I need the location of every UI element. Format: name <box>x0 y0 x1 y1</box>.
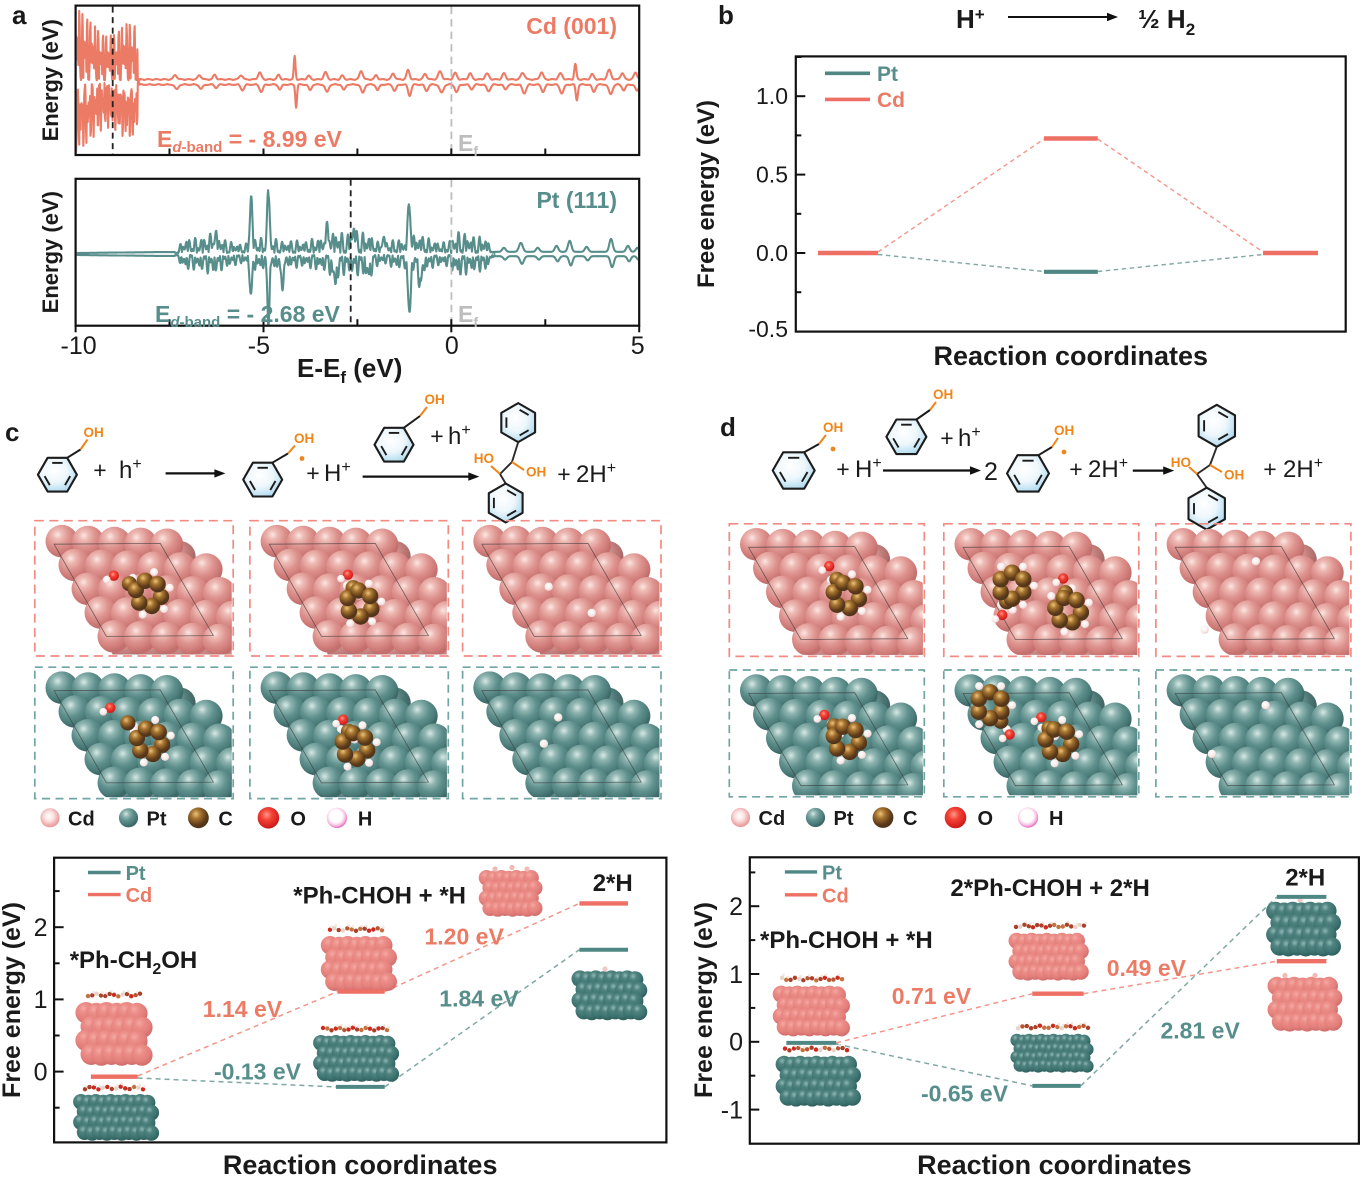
svg-text:OH: OH <box>933 387 953 402</box>
svg-text:0.49 eV: 0.49 eV <box>1107 955 1187 981</box>
svg-text:H+: H+ <box>956 4 985 34</box>
svg-text:H: H <box>358 808 372 830</box>
svg-text:b: b <box>718 0 734 30</box>
svg-text:2H+: 2H+ <box>1283 455 1323 483</box>
svg-text:h+: h+ <box>119 456 142 484</box>
svg-text:Pt (111): Pt (111) <box>536 187 617 213</box>
svg-text:*Ph-CHOH + *H: *Ph-CHOH + *H <box>760 927 933 954</box>
svg-text:Ed-band = - 2.68 eV: Ed-band = - 2.68 eV <box>155 301 341 331</box>
svg-text:H: H <box>1049 808 1063 830</box>
svg-text:Ef: Ef <box>458 301 478 330</box>
svg-text:1: 1 <box>34 986 48 1014</box>
svg-text:Ed-band = - 8.99 eV: Ed-band = - 8.99 eV <box>157 126 343 156</box>
svg-text:OH: OH <box>1224 468 1244 483</box>
svg-text:Cd (001): Cd (001) <box>526 13 617 39</box>
svg-text:1.14 eV: 1.14 eV <box>203 996 283 1022</box>
svg-text:2H+: 2H+ <box>576 460 616 488</box>
svg-text:OH: OH <box>526 465 546 480</box>
svg-text:2: 2 <box>34 914 48 942</box>
svg-text:H+: H+ <box>324 459 351 487</box>
svg-text:E-Ef (eV): E-Ef (eV) <box>297 353 402 387</box>
svg-text:Pt: Pt <box>822 862 842 884</box>
svg-text:+: + <box>430 423 443 449</box>
svg-text:Free energy (eV): Free energy (eV) <box>690 902 718 1098</box>
svg-text:2H+: 2H+ <box>1088 455 1128 483</box>
svg-text:0.5: 0.5 <box>756 161 788 187</box>
svg-text:Energy (eV): Energy (eV) <box>38 191 63 313</box>
svg-text:H+: H+ <box>855 455 882 483</box>
svg-text:-1: -1 <box>721 1096 743 1124</box>
svg-text:Free energy (eV): Free energy (eV) <box>0 902 26 1098</box>
svg-text:Reaction coordinates: Reaction coordinates <box>934 341 1209 371</box>
svg-text:1.0: 1.0 <box>756 83 788 109</box>
svg-text:-5: -5 <box>248 332 270 360</box>
svg-text:1.20 eV: 1.20 eV <box>425 923 505 949</box>
svg-text:Ef: Ef <box>458 130 478 159</box>
svg-text:0: 0 <box>34 1058 48 1086</box>
svg-text:Reaction coordinates: Reaction coordinates <box>917 1150 1192 1179</box>
svg-text:c: c <box>5 417 19 447</box>
svg-text:½ H2: ½ H2 <box>1138 4 1195 39</box>
svg-text:0: 0 <box>445 332 459 360</box>
svg-text:Free energy (eV): Free energy (eV) <box>693 100 720 288</box>
svg-text:-0.65 eV: -0.65 eV <box>921 1081 1009 1107</box>
svg-text:2: 2 <box>984 458 998 486</box>
svg-text:0.0: 0.0 <box>756 240 788 266</box>
svg-text:HO: HO <box>474 451 494 466</box>
svg-text:Pt: Pt <box>877 63 898 86</box>
svg-text:Pt: Pt <box>147 808 167 830</box>
svg-text:a: a <box>12 0 27 30</box>
svg-text:O: O <box>290 808 306 830</box>
svg-text:2: 2 <box>729 893 743 921</box>
svg-text:+: + <box>557 461 570 487</box>
svg-text:OH: OH <box>1054 423 1074 438</box>
svg-text:2*H: 2*H <box>1285 865 1325 892</box>
svg-text:OH: OH <box>294 431 314 446</box>
svg-text:Reaction coordinates: Reaction coordinates <box>223 1150 498 1179</box>
svg-text:Pt: Pt <box>126 863 146 885</box>
svg-text:HO: HO <box>1171 455 1191 470</box>
svg-text:5: 5 <box>631 332 645 360</box>
svg-text:C: C <box>218 808 232 830</box>
svg-text:C: C <box>903 808 917 830</box>
svg-text:Energy (eV): Energy (eV) <box>38 19 63 141</box>
svg-text:*Ph-CH2OH: *Ph-CH2OH <box>70 947 198 978</box>
svg-text:+: + <box>306 460 319 486</box>
svg-text:-0.5: -0.5 <box>748 316 788 342</box>
svg-text:OH: OH <box>425 392 445 407</box>
svg-text:+: + <box>940 425 953 451</box>
svg-text:2*Ph-CHOH + 2*H: 2*Ph-CHOH + 2*H <box>950 875 1149 902</box>
svg-text:OH: OH <box>823 420 843 435</box>
svg-text:*Ph-CHOH + *H: *Ph-CHOH + *H <box>293 883 466 910</box>
svg-text:0: 0 <box>729 1029 743 1057</box>
svg-text:d: d <box>720 412 736 442</box>
svg-text:OH: OH <box>84 425 104 440</box>
svg-text:+: + <box>836 456 849 482</box>
svg-text:2.81 eV: 2.81 eV <box>1161 1018 1241 1044</box>
svg-text:+: + <box>1263 456 1276 482</box>
svg-text:Cd: Cd <box>759 808 786 830</box>
svg-text:0.71 eV: 0.71 eV <box>892 983 972 1009</box>
svg-text:O: O <box>978 808 994 830</box>
svg-text:1.84 eV: 1.84 eV <box>439 985 519 1011</box>
svg-text:Cd: Cd <box>68 808 95 830</box>
svg-text:-0.13 eV: -0.13 eV <box>214 1059 302 1085</box>
svg-text:h+: h+ <box>958 424 981 452</box>
svg-text:+: + <box>1069 456 1082 482</box>
svg-text:-10: -10 <box>61 332 97 360</box>
svg-text:1: 1 <box>729 961 743 989</box>
svg-text:h+: h+ <box>448 422 471 450</box>
svg-text:Cd: Cd <box>126 885 153 907</box>
svg-text:+: + <box>93 457 106 483</box>
svg-text:Cd: Cd <box>822 885 849 907</box>
svg-text:Cd: Cd <box>877 89 905 112</box>
svg-text:Pt: Pt <box>834 808 854 830</box>
svg-text:2*H: 2*H <box>593 870 633 897</box>
